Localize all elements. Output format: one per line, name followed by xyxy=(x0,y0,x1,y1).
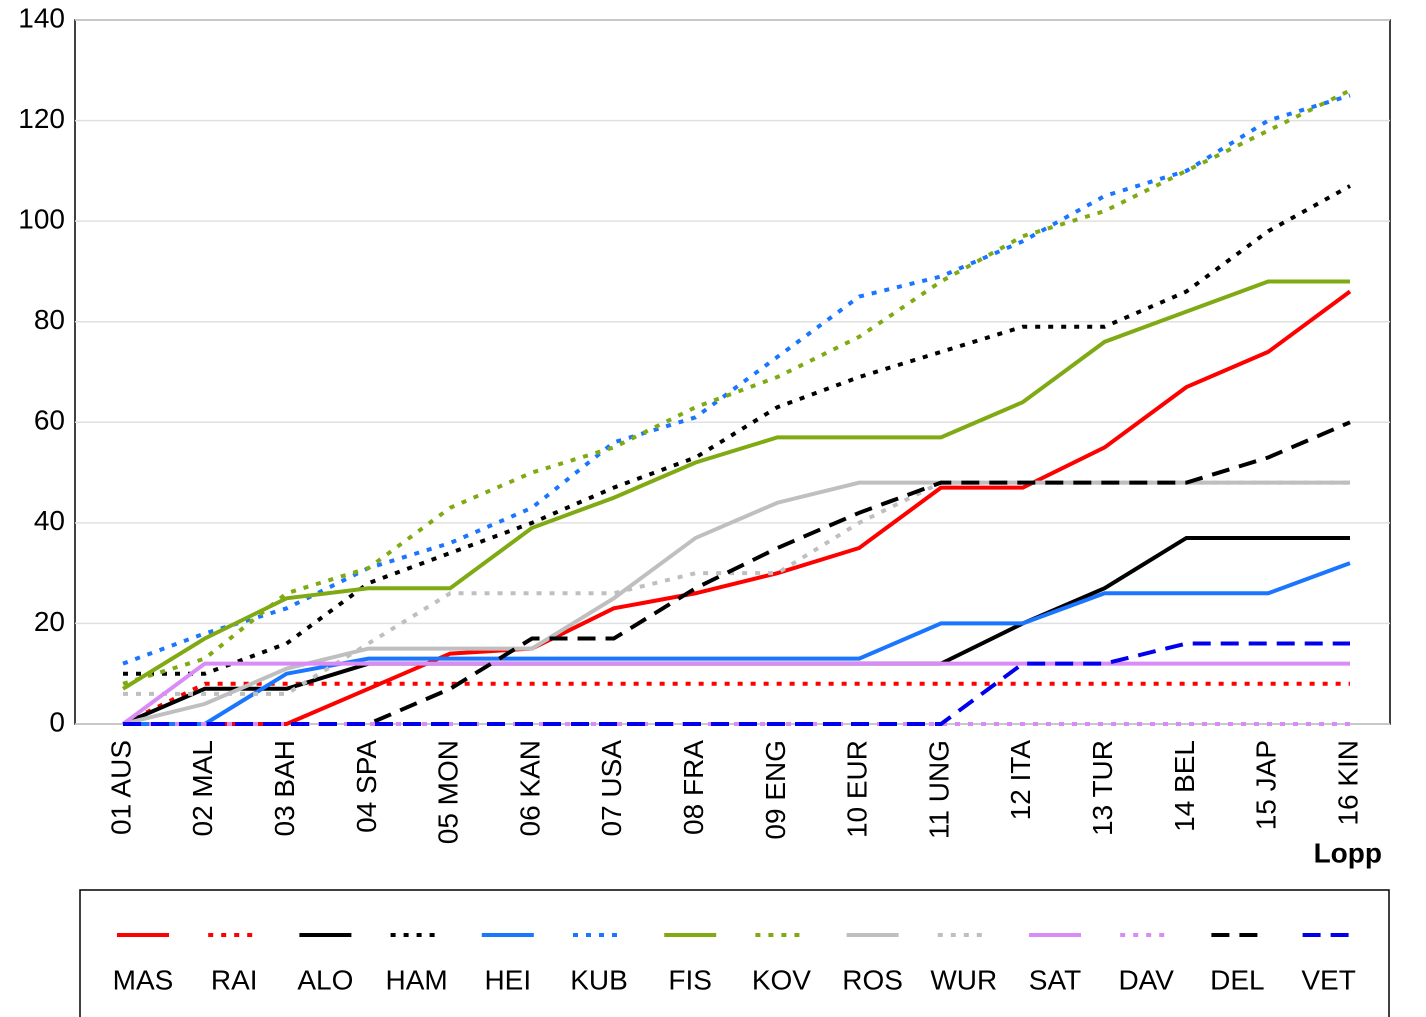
series-line xyxy=(123,420,1351,726)
series-line xyxy=(122,480,1350,726)
x-tick-label: 09 ENG xyxy=(760,740,791,840)
legend-label: FIS xyxy=(668,964,712,995)
y-tick-label: 40 xyxy=(34,505,65,536)
legend-label: RAI xyxy=(211,964,258,995)
y-tick-label: 100 xyxy=(18,204,65,235)
series-line xyxy=(123,561,1351,726)
series-line xyxy=(122,88,1351,686)
series-line xyxy=(122,93,1351,666)
x-axis-label: Lopp xyxy=(1314,837,1382,868)
legend-label: KUB xyxy=(570,964,628,995)
plot-frame xyxy=(74,19,1391,725)
legend-label: ROS xyxy=(842,964,903,995)
series-line xyxy=(123,641,1350,726)
legend-label: DEL xyxy=(1210,964,1264,995)
legend-label: SAT xyxy=(1029,964,1081,995)
x-tick-label: 04 SPA xyxy=(351,740,382,833)
legend-label: DAV xyxy=(1118,964,1174,995)
series-line xyxy=(123,184,1351,676)
legend-label: VET xyxy=(1301,964,1355,995)
x-tick-label: 16 KIN xyxy=(1332,740,1363,826)
x-tick-label: 05 MON xyxy=(433,740,464,844)
legend-label: MAS xyxy=(113,964,174,995)
series-line xyxy=(122,681,1350,726)
x-tick-label: 13 TUR xyxy=(1087,740,1118,836)
y-tick-label: 80 xyxy=(34,304,65,335)
y-tick-label: 140 xyxy=(18,2,65,33)
series-line xyxy=(122,535,1350,726)
x-tick-label: 01 AUS xyxy=(105,740,136,835)
x-tick-label: 03 BAH xyxy=(269,740,300,837)
series-line xyxy=(121,279,1350,691)
legend-label: KOV xyxy=(752,964,811,995)
x-tick-label: 14 BEL xyxy=(1169,740,1200,832)
x-tick-label: 10 EUR xyxy=(842,740,873,838)
legend-frame xyxy=(79,889,1390,1017)
x-tick-label: 02 MAL xyxy=(187,740,218,837)
legend-label: HAM xyxy=(385,964,447,995)
legend-label: WUR xyxy=(930,964,997,995)
x-tick-label: 15 JAP xyxy=(1251,740,1282,830)
legend-label: ALO xyxy=(297,964,353,995)
y-tick-label: 120 xyxy=(18,103,65,134)
x-tick-label: 06 KAN xyxy=(514,740,545,837)
y-tick-label: 60 xyxy=(34,405,65,436)
series-line xyxy=(121,661,1350,726)
legend-label: HEI xyxy=(484,964,531,995)
x-tick-label: 12 ITA xyxy=(1005,740,1036,821)
y-tick-label: 0 xyxy=(49,706,65,737)
x-tick-label: 08 FRA xyxy=(678,740,709,835)
x-tick-label: 07 USA xyxy=(596,740,627,837)
x-tick-label: 11 UNG xyxy=(923,740,954,839)
y-tick-label: 20 xyxy=(34,606,65,637)
series-line xyxy=(123,480,1350,696)
series-line xyxy=(123,289,1352,726)
